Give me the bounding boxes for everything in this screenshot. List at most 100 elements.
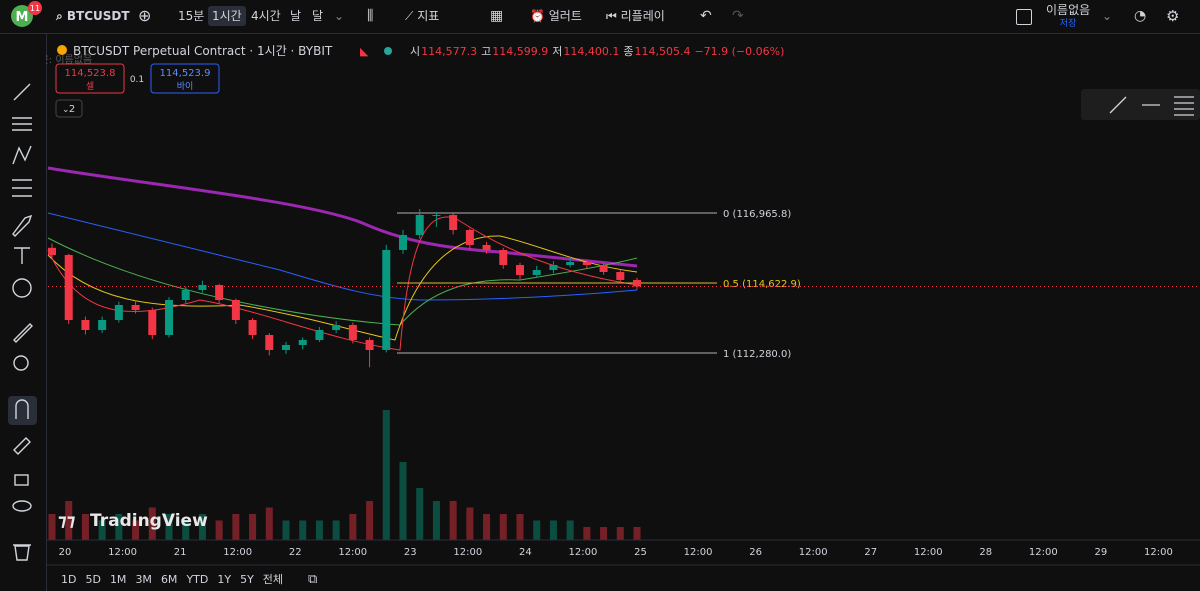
emoji-tool[interactable] <box>12 278 32 298</box>
volume-bar <box>165 514 173 540</box>
candle-body <box>98 319 107 330</box>
lock-tool[interactable] <box>14 474 29 486</box>
indicators-label: 지표 <box>417 9 440 23</box>
replay-label: 리플레이 <box>620 9 665 23</box>
floating-tools <box>1109 96 1194 116</box>
watermark: TradingView <box>90 511 208 531</box>
candle-body <box>81 319 90 330</box>
fib-label: 1 (112,280.0) <box>723 349 791 360</box>
volume-bar <box>516 514 524 540</box>
candle-body <box>165 299 173 335</box>
candle-body <box>616 272 625 280</box>
fib-tool[interactable] <box>12 117 32 131</box>
volume-bar <box>600 527 608 540</box>
layout-icon[interactable] <box>1016 9 1032 25</box>
ohlc-label: 종 <box>623 45 633 58</box>
range-button[interactable]: 1Y <box>217 573 231 586</box>
range-button[interactable]: YTD <box>185 573 208 586</box>
candle-body <box>348 325 357 341</box>
ohlc-value: 114,577.3 <box>421 45 477 58</box>
volume-bar <box>366 501 374 540</box>
redo-button[interactable]: ↷ <box>732 8 744 24</box>
ohlc-change: −71.9 (−0.06%) <box>694 45 784 58</box>
volume-bar <box>198 514 206 540</box>
ohlc-value: 114,400.1 <box>563 45 619 58</box>
volume-bar <box>249 514 257 540</box>
candle-body <box>415 214 424 235</box>
symbol-search[interactable]: ⌕ BTCUSDT <box>56 9 130 23</box>
market-status <box>384 47 392 55</box>
candle-body <box>599 264 608 273</box>
candle-body <box>532 270 541 275</box>
collapse-button[interactable] <box>55 99 83 118</box>
magnet-tool[interactable] <box>15 399 29 419</box>
brush-tool[interactable] <box>12 214 33 237</box>
candle-body <box>399 234 407 250</box>
float-line-tool[interactable] <box>1109 96 1127 114</box>
range-button[interactable]: 1M <box>110 573 127 586</box>
interval[interactable]: 날 <box>290 9 302 23</box>
time-label: 20 <box>59 547 72 558</box>
buy-button[interactable] <box>150 63 220 94</box>
alert-button[interactable]: ⏰ 얼러트 <box>530 9 582 23</box>
range-button[interactable]: 전체 <box>263 573 283 586</box>
chart-type-button[interactable]: ⫼ <box>367 8 374 24</box>
range-button[interactable]: 6M <box>161 573 178 586</box>
candle-body <box>231 299 240 320</box>
legend-flag: ◣ <box>360 45 369 58</box>
visibility-tool[interactable] <box>12 500 32 512</box>
time-label: 12:00 <box>108 547 137 558</box>
ruler-tool[interactable] <box>13 323 33 343</box>
lock-draw-tool[interactable] <box>13 437 31 455</box>
pattern-tool[interactable] <box>12 145 32 165</box>
range-button[interactable]: 3M <box>135 573 152 586</box>
ohlc-legend: 시 114,577.3 고 114,599.9 저 114,400.1 종 114,505.4… <box>410 45 784 58</box>
candle-body <box>482 244 491 250</box>
interval-dropdown[interactable]: ⌄ <box>334 9 345 23</box>
drawing-tools <box>8 83 37 561</box>
collapse-arrow: ⌄ <box>62 105 70 115</box>
undo-button[interactable]: ↶ <box>700 8 712 24</box>
float-settings[interactable] <box>1174 96 1194 116</box>
candle-body <box>432 214 441 216</box>
prediction-tool[interactable] <box>12 179 32 197</box>
quick-search[interactable]: ◔ <box>1134 8 1147 24</box>
sell-button[interactable] <box>55 63 125 94</box>
interval[interactable]: 15분 <box>178 9 205 23</box>
time-label: 24 <box>519 547 532 558</box>
layout-menu[interactable]: 이름없음 저장 <box>1046 3 1091 29</box>
volume-bar <box>566 520 574 540</box>
interval[interactable]: 4시간 <box>251 9 281 23</box>
layout-hint: 레이아웃: 이름없음 <box>46 53 92 66</box>
delete-tool[interactable] <box>13 544 31 561</box>
volume-bar <box>265 507 273 540</box>
volume-bar <box>232 514 240 540</box>
volume-bar <box>148 507 156 540</box>
spread: 0.1 <box>130 75 144 85</box>
candle-body <box>516 264 524 275</box>
layout-dropdown[interactable]: ⌄ <box>1102 9 1113 23</box>
templates-button[interactable]: ▦ <box>490 8 504 24</box>
range-button[interactable]: 5D <box>85 573 100 586</box>
range-button[interactable]: 5Y <box>240 573 254 586</box>
avatar[interactable]: M 11 <box>6 0 46 33</box>
magnet-bg <box>8 396 37 425</box>
indicators-button[interactable]: ⟋ 지표 <box>405 9 440 23</box>
time-label: 12:00 <box>799 547 828 558</box>
trend-line-tool[interactable] <box>13 83 31 101</box>
layout-name: 이름없음 <box>1046 3 1091 17</box>
replay-button[interactable]: ⏮ 리플레이 <box>606 9 665 23</box>
text-tool[interactable] <box>14 247 30 264</box>
interval[interactable]: 달 <box>312 9 324 23</box>
badge-count: 11 <box>30 4 40 13</box>
zoom-tool[interactable] <box>13 355 29 371</box>
candle-body <box>499 249 508 265</box>
settings-button[interactable]: ⚙ <box>1166 7 1180 25</box>
range-button[interactable]: 1D <box>61 573 76 586</box>
time-label: 12:00 <box>914 547 943 558</box>
candle-body <box>582 261 591 265</box>
compare-button[interactable]: ⊕ <box>138 6 152 25</box>
interval[interactable]: 1시간 <box>208 6 246 26</box>
volume-bar <box>332 520 340 540</box>
candle-body <box>549 264 558 271</box>
